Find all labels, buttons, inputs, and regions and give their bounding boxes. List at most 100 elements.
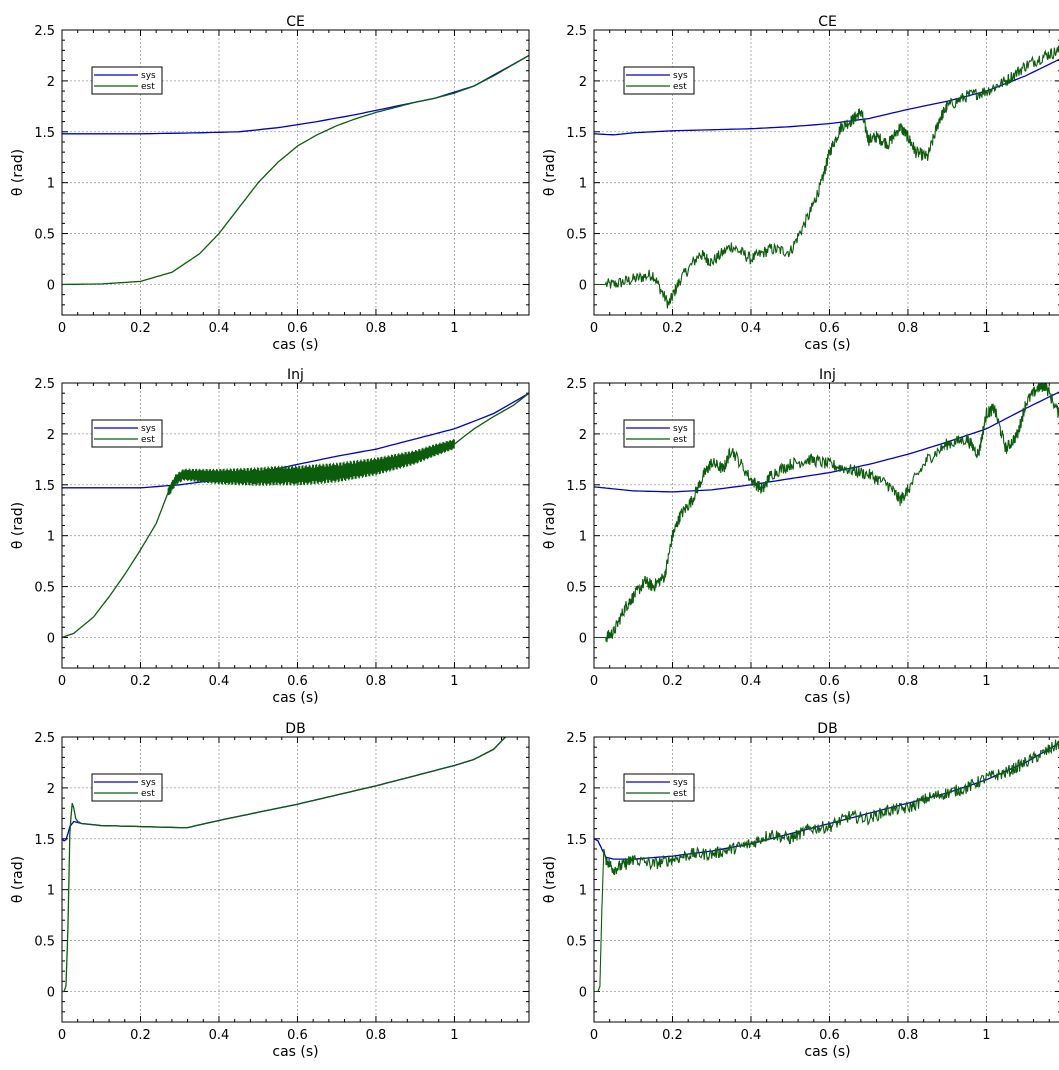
y-tick-label: 2.5 <box>566 377 587 392</box>
x-tick-label: 1 <box>450 674 458 689</box>
series-line-est <box>62 54 529 286</box>
x-tick-label: 0 <box>590 321 598 336</box>
y-tick-label: 2 <box>47 782 55 797</box>
y-tick-label: 1 <box>47 530 55 545</box>
y-tick-label: 1 <box>579 884 587 899</box>
x-axis-label: cas (s) <box>272 1044 318 1060</box>
legend-label-est: est <box>141 435 155 445</box>
x-tick-label: 1 <box>982 321 990 336</box>
x-tick-label: 0.2 <box>130 674 151 689</box>
legend-label-sys: sys <box>141 424 156 434</box>
legend-label-est: est <box>673 435 687 445</box>
y-tick-label: 0 <box>579 278 587 293</box>
x-tick-label: 0 <box>590 674 598 689</box>
x-tick-label: 1 <box>982 1028 990 1043</box>
axes-frame <box>61 29 530 316</box>
legend-label-est: est <box>673 789 687 799</box>
chart-title: Inj <box>819 367 836 383</box>
y-tick-label: 0 <box>579 631 587 646</box>
y-tick-label: 0.5 <box>34 228 55 243</box>
y-tick-label: 1 <box>47 884 55 899</box>
legend-label-est: est <box>141 82 155 92</box>
x-tick-label: 0.8 <box>898 1028 919 1043</box>
x-tick-label: 0.2 <box>130 321 151 336</box>
x-axis-label: cas (s) <box>804 337 850 353</box>
chart-title: CE <box>818 14 837 30</box>
axes-frame <box>593 382 1059 669</box>
legend-label-sys: sys <box>673 71 688 81</box>
x-tick-label: 0.4 <box>209 674 230 689</box>
legend-label-est: est <box>141 789 155 799</box>
y-tick-label: 2 <box>579 782 587 797</box>
x-tick-label: 1 <box>982 674 990 689</box>
y-tick-label: 1.5 <box>34 126 55 141</box>
x-tick-label: 0.8 <box>898 321 919 336</box>
x-tick-label: 0 <box>58 674 66 689</box>
y-tick-label: 0 <box>47 985 55 1000</box>
x-tick-label: 0.6 <box>287 1028 308 1043</box>
y-axis-label: θ (rad) <box>542 856 558 903</box>
x-tick-label: 0.4 <box>741 674 762 689</box>
x-tick-label: 0 <box>590 1028 598 1043</box>
series-line-est <box>594 383 1059 643</box>
x-tick-label: 0.2 <box>130 1028 151 1043</box>
x-tick-label: 0 <box>58 1028 66 1043</box>
x-tick-label: 0 <box>58 321 66 336</box>
x-tick-label: 0.8 <box>366 674 387 689</box>
x-tick-label: 0.8 <box>366 321 387 336</box>
y-tick-label: 2.5 <box>566 731 587 746</box>
x-tick-label: 0.4 <box>209 1028 230 1043</box>
chart-4: Inj 0 0.2 0.4 0.6 0.8 1 0 0.5 1 1.5 2 2.5 cas (s) θ (r… <box>542 367 1059 706</box>
y-tick-label: 1 <box>579 177 587 192</box>
axes-frame <box>593 736 1059 1023</box>
x-tick-label: 0.6 <box>287 321 308 336</box>
y-tick-label: 1.5 <box>566 479 587 494</box>
y-axis-label: θ (rad) <box>10 856 26 903</box>
legend-label-est: est <box>673 82 687 92</box>
chart-title: DB <box>817 721 837 737</box>
y-axis-label: θ (rad) <box>10 149 26 196</box>
x-tick-label: 0.6 <box>819 674 840 689</box>
y-tick-label: 2.5 <box>34 377 55 392</box>
legend-label-sys: sys <box>673 778 688 788</box>
x-axis-label: cas (s) <box>272 337 318 353</box>
x-tick-label: 0.2 <box>662 674 683 689</box>
chart-6: DB 0 0.2 0.4 0.6 0.8 1 0 0.5 1 1.5 2 2.5 cas (s) θ (ra… <box>542 721 1059 1060</box>
legend-label-sys: sys <box>141 71 156 81</box>
x-tick-label: 0.6 <box>287 674 308 689</box>
chart-title: DB <box>285 721 305 737</box>
x-axis-label: cas (s) <box>804 1044 850 1060</box>
chart-5: DB 0 0.2 0.4 0.6 0.8 1 0 0.5 1 1.5 2 2.5 cas (s) θ (ra… <box>10 721 530 1060</box>
chart-3: Inj 0 0.2 0.4 0.6 0.8 1 0 0.5 1 1.5 2 2.5 cas (s) θ (r… <box>10 367 530 706</box>
y-tick-label: 2.5 <box>566 24 587 39</box>
y-tick-label: 0 <box>47 631 55 646</box>
y-tick-label: 0.5 <box>34 935 55 950</box>
y-tick-label: 0 <box>579 985 587 1000</box>
x-tick-label: 0.2 <box>662 1028 683 1043</box>
y-tick-label: 2.5 <box>34 731 55 746</box>
y-tick-label: 0.5 <box>566 581 587 596</box>
chart-title: CE <box>286 14 305 30</box>
y-tick-label: 1.5 <box>34 833 55 848</box>
axes-frame <box>593 29 1059 316</box>
axes-frame <box>61 736 530 1023</box>
y-tick-label: 2 <box>47 75 55 90</box>
x-tick-label: 0.2 <box>662 321 683 336</box>
x-tick-label: 1 <box>450 1028 458 1043</box>
x-tick-label: 0.4 <box>741 1028 762 1043</box>
y-tick-label: 1.5 <box>566 126 587 141</box>
y-tick-label: 2 <box>579 75 587 90</box>
y-tick-label: 0.5 <box>566 935 587 950</box>
axes-frame <box>61 382 530 669</box>
x-tick-label: 0.6 <box>819 1028 840 1043</box>
y-tick-label: 2 <box>47 428 55 443</box>
series-line-est <box>594 739 1059 993</box>
y-tick-label: 0.5 <box>566 228 587 243</box>
